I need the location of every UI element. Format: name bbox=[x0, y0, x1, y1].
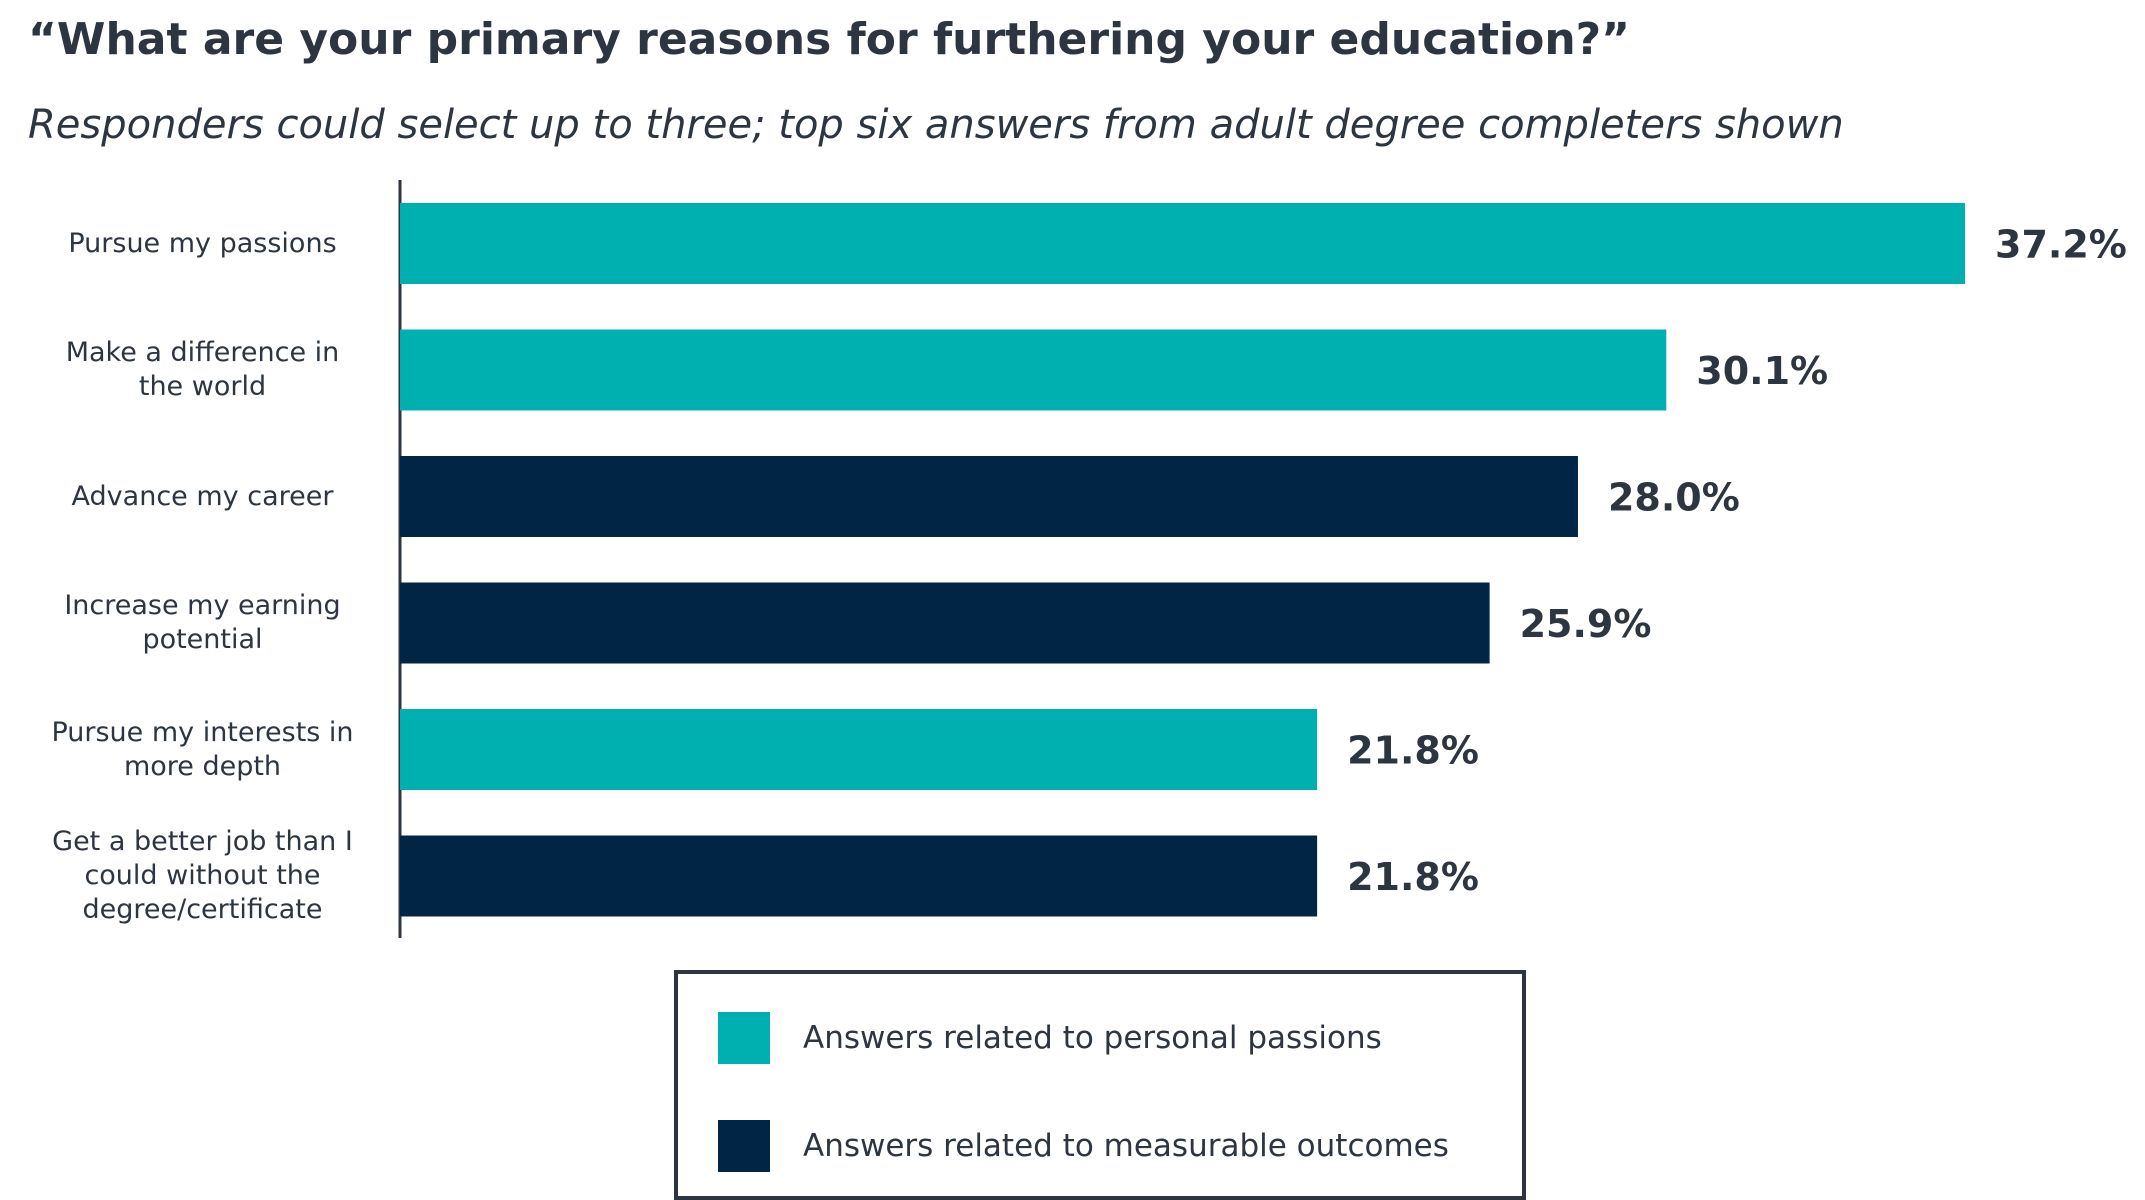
category-label-line: Get a better job than I bbox=[52, 826, 353, 857]
category-label-line: could without the bbox=[84, 860, 321, 891]
value-label-1: 30.1% bbox=[1696, 349, 1828, 393]
legend-label-measurable: Answers related to measurable outcomes bbox=[803, 1128, 1449, 1164]
category-label-line: Make a difference in bbox=[65, 337, 340, 368]
value-label-0: 37.2% bbox=[1995, 223, 2127, 267]
bar-5 bbox=[400, 835, 1318, 917]
category-label-line: the world bbox=[138, 371, 267, 402]
legend-swatch-measurable bbox=[718, 1120, 770, 1172]
category-label-0: Pursue my passions bbox=[30, 203, 375, 284]
category-label-4: Pursue my interests in more depth bbox=[30, 709, 375, 790]
category-label-line: Advance my career bbox=[71, 480, 334, 512]
value-label-4: 21.8% bbox=[1347, 729, 1479, 773]
category-label-line: Pursue my passions bbox=[68, 227, 337, 259]
value-label-5: 21.8% bbox=[1347, 855, 1479, 899]
legend-label-personal: Answers related to personal passions bbox=[803, 1020, 1382, 1056]
category-label-line: Increase my earning bbox=[64, 590, 341, 621]
bar-4 bbox=[400, 709, 1318, 790]
bar-chart: 37.2% 30.1% 28.0% 25.9% 21.8% 21.8% bbox=[398, 180, 2127, 938]
category-label-line: potential bbox=[142, 624, 263, 655]
bar-0 bbox=[400, 203, 1965, 284]
bar-2 bbox=[400, 456, 1578, 537]
legend: Answers related to personal passions Ans… bbox=[674, 970, 1526, 1200]
category-label-3: Increase my earning potential bbox=[30, 583, 375, 664]
value-label-2: 28.0% bbox=[1608, 476, 1740, 520]
category-label-line: degree/certificate bbox=[82, 894, 323, 925]
value-label-3: 25.9% bbox=[1520, 602, 1652, 646]
bar-1 bbox=[400, 329, 1667, 411]
chart-subtitle: Responders could select up to three; top… bbox=[28, 102, 1844, 148]
legend-item-measurable-outcomes: Answers related to measurable outcomes bbox=[718, 1120, 1449, 1172]
bar-3 bbox=[400, 582, 1490, 664]
category-label-line: more depth bbox=[123, 750, 282, 782]
category-label-1: Make a difference in the world bbox=[30, 330, 375, 411]
legend-swatch-personal bbox=[718, 1012, 770, 1064]
category-label-line: Pursue my interests in bbox=[51, 716, 354, 748]
category-label-2: Advance my career bbox=[30, 456, 375, 537]
chart-title: “What are your primary reasons for furth… bbox=[28, 14, 1631, 65]
legend-item-personal-passions: Answers related to personal passions bbox=[718, 1012, 1382, 1064]
